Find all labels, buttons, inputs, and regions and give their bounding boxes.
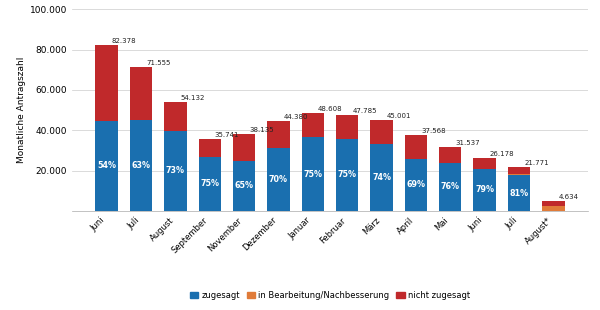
Bar — [439, 147, 461, 162]
Bar — [267, 148, 290, 211]
Text: 45.001: 45.001 — [387, 113, 411, 119]
Bar — [508, 174, 530, 175]
Text: 54%: 54% — [97, 162, 116, 171]
Text: 4.634: 4.634 — [559, 194, 578, 201]
Bar — [405, 159, 427, 211]
Bar — [370, 120, 393, 144]
Y-axis label: Monatliche Antragszahl: Monatliche Antragszahl — [17, 57, 26, 163]
Bar — [95, 45, 118, 121]
Bar — [405, 135, 427, 159]
Bar — [542, 206, 565, 211]
Text: 75%: 75% — [304, 170, 322, 179]
Bar — [199, 139, 221, 157]
Bar — [267, 122, 290, 148]
Text: 73%: 73% — [166, 166, 185, 175]
Bar — [439, 162, 461, 211]
Bar — [302, 113, 324, 137]
Text: 37.568: 37.568 — [421, 128, 446, 134]
Bar — [130, 67, 152, 120]
Text: 21.771: 21.771 — [524, 160, 549, 166]
Bar — [95, 121, 118, 211]
Text: 63%: 63% — [131, 161, 151, 170]
Bar — [508, 175, 530, 211]
Bar — [508, 167, 530, 174]
Bar — [164, 131, 187, 211]
Text: 35.741: 35.741 — [215, 132, 239, 138]
Bar — [370, 144, 393, 211]
Bar — [302, 137, 324, 211]
Text: 75%: 75% — [338, 170, 356, 179]
Text: 71.555: 71.555 — [146, 60, 170, 66]
Text: 48.608: 48.608 — [318, 106, 343, 112]
Bar — [164, 102, 187, 131]
Bar — [473, 169, 496, 211]
Text: 76%: 76% — [441, 182, 460, 191]
Text: 44.380: 44.380 — [284, 114, 308, 120]
Bar — [473, 158, 496, 169]
Text: 47.785: 47.785 — [352, 108, 377, 113]
Text: 79%: 79% — [475, 185, 494, 194]
Bar — [542, 202, 565, 206]
Text: 81%: 81% — [509, 188, 529, 197]
Text: 75%: 75% — [200, 179, 219, 188]
Bar — [233, 134, 255, 161]
Text: 26.178: 26.178 — [490, 151, 514, 157]
Bar — [130, 120, 152, 211]
Text: 65%: 65% — [235, 181, 254, 190]
Bar — [336, 114, 358, 139]
Text: 70%: 70% — [269, 175, 288, 184]
Bar — [199, 157, 221, 211]
Text: 38.135: 38.135 — [249, 127, 274, 133]
Bar — [233, 161, 255, 211]
Legend: zugesagt, in Bearbeitung/Nachbesserung, nicht zugesagt: zugesagt, in Bearbeitung/Nachbesserung, … — [187, 288, 473, 303]
Bar — [336, 139, 358, 211]
Text: 69%: 69% — [406, 180, 425, 189]
Text: 82.378: 82.378 — [112, 38, 136, 44]
Text: 54.132: 54.132 — [181, 95, 205, 101]
Text: 74%: 74% — [372, 173, 391, 182]
Text: 31.537: 31.537 — [455, 140, 480, 146]
